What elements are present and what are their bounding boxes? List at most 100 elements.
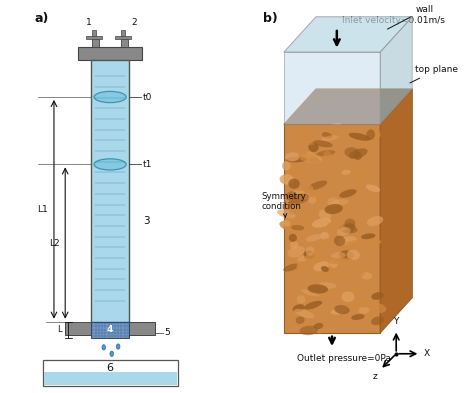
Ellipse shape [110,351,113,356]
Text: L1: L1 [37,205,47,214]
Ellipse shape [303,250,315,259]
Ellipse shape [292,304,305,312]
Ellipse shape [331,307,347,315]
Text: 5: 5 [164,329,171,338]
Ellipse shape [357,169,371,180]
Text: 4: 4 [107,325,113,334]
FancyBboxPatch shape [91,30,97,36]
Polygon shape [284,124,380,333]
Ellipse shape [343,240,360,248]
Ellipse shape [345,147,360,158]
Text: wall: wall [387,5,434,29]
Ellipse shape [328,197,339,208]
Ellipse shape [339,250,354,260]
FancyBboxPatch shape [78,47,142,60]
Ellipse shape [286,191,296,200]
Ellipse shape [284,165,294,172]
Ellipse shape [317,290,334,298]
Ellipse shape [330,199,349,206]
Ellipse shape [292,127,312,135]
Text: 1: 1 [86,18,92,27]
Ellipse shape [323,151,331,162]
Ellipse shape [289,234,297,242]
Ellipse shape [327,222,346,231]
Ellipse shape [342,223,356,233]
Ellipse shape [322,132,332,138]
Ellipse shape [94,159,126,170]
Ellipse shape [300,326,318,335]
Ellipse shape [306,234,322,242]
Ellipse shape [357,300,369,308]
Text: z: z [373,372,378,381]
Ellipse shape [283,264,299,272]
Text: Outlet pressure=0Pa: Outlet pressure=0Pa [297,354,391,363]
Text: 6: 6 [107,363,114,373]
Ellipse shape [277,209,296,219]
Ellipse shape [297,295,306,304]
Ellipse shape [339,189,356,198]
Ellipse shape [321,268,341,278]
FancyBboxPatch shape [86,36,102,39]
Ellipse shape [280,174,294,185]
Ellipse shape [293,270,303,276]
Ellipse shape [301,136,318,145]
Ellipse shape [345,269,365,279]
Ellipse shape [308,180,327,190]
Ellipse shape [329,123,343,131]
Ellipse shape [289,198,301,205]
Ellipse shape [338,236,357,246]
Ellipse shape [320,135,339,141]
Ellipse shape [324,271,332,279]
Ellipse shape [316,325,330,333]
Ellipse shape [334,236,345,246]
Text: L2: L2 [49,239,60,248]
Text: Y: Y [393,318,399,327]
Ellipse shape [349,164,365,172]
Ellipse shape [346,250,360,260]
Ellipse shape [298,153,319,163]
FancyBboxPatch shape [120,30,126,36]
FancyBboxPatch shape [115,36,131,39]
Ellipse shape [288,207,297,215]
Ellipse shape [321,266,329,272]
Ellipse shape [310,265,325,274]
Ellipse shape [354,152,362,160]
Text: L: L [57,325,62,334]
Ellipse shape [288,246,305,258]
Ellipse shape [297,261,307,272]
Ellipse shape [292,190,311,200]
Ellipse shape [289,280,307,287]
FancyBboxPatch shape [92,39,99,47]
Ellipse shape [309,158,324,165]
Polygon shape [284,17,412,52]
Ellipse shape [361,233,375,239]
Ellipse shape [367,125,378,131]
Text: X: X [423,349,429,358]
Ellipse shape [313,140,333,147]
Ellipse shape [305,185,313,193]
Polygon shape [284,89,412,124]
Ellipse shape [304,301,322,310]
Ellipse shape [282,161,291,171]
Ellipse shape [366,184,380,192]
Text: b): b) [263,12,278,25]
FancyBboxPatch shape [91,60,129,321]
Ellipse shape [286,167,300,176]
Ellipse shape [334,305,349,314]
Ellipse shape [308,197,317,204]
Ellipse shape [367,129,381,140]
Ellipse shape [313,323,323,329]
Ellipse shape [320,232,329,240]
Ellipse shape [322,258,337,264]
Ellipse shape [301,289,320,296]
Ellipse shape [342,170,351,175]
Ellipse shape [331,252,346,259]
Ellipse shape [321,238,331,247]
Text: 2: 2 [131,18,137,27]
Ellipse shape [333,258,355,266]
Ellipse shape [290,170,302,177]
Ellipse shape [317,150,336,156]
Ellipse shape [292,194,310,204]
Ellipse shape [291,225,304,230]
Ellipse shape [301,154,322,164]
